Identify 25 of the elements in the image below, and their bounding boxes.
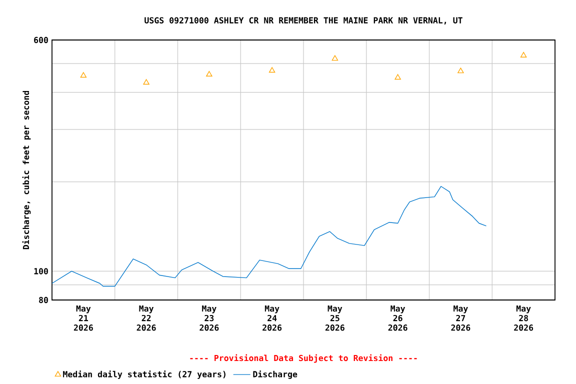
x-tick-label: May 28 2026 bbox=[514, 306, 534, 331]
text: ---- Provisional Data Subject to Revision ---- bbox=[190, 354, 417, 363]
x-tick-label: May 23 2026 bbox=[200, 306, 219, 331]
chart-title: USGS 09271000 ASHLEY CR NR REMEMBER THE MAINE PARK NR VERNAL, UT bbox=[144, 17, 462, 24]
legend-label: Median daily statistic (27 years) bbox=[63, 370, 226, 379]
point bbox=[458, 68, 464, 74]
point bbox=[206, 71, 212, 76]
x-tick-label: May 24 2026 bbox=[262, 306, 282, 331]
point bbox=[80, 72, 87, 78]
y-tick-label: 600 bbox=[34, 36, 48, 44]
point bbox=[268, 67, 276, 73]
point bbox=[332, 55, 338, 61]
legend-label: Discharge bbox=[253, 370, 298, 379]
line-series bbox=[52, 186, 487, 287]
point bbox=[143, 79, 150, 85]
y-tick-label: 100 bbox=[34, 268, 48, 274]
x-tick-label: May 21 2026 bbox=[74, 306, 93, 331]
x-tick-label: May 27 2026 bbox=[451, 306, 470, 331]
point bbox=[394, 74, 401, 80]
x-tick-label: May 26 2026 bbox=[388, 306, 408, 331]
x-tick-label: May 22 2026 bbox=[136, 306, 156, 331]
y-axis-title: Discharge, cubic feet per second bbox=[22, 90, 31, 250]
x-tick-label: May 25 2026 bbox=[325, 306, 344, 331]
y-tick-label: 80 bbox=[39, 296, 48, 304]
point bbox=[520, 52, 527, 58]
